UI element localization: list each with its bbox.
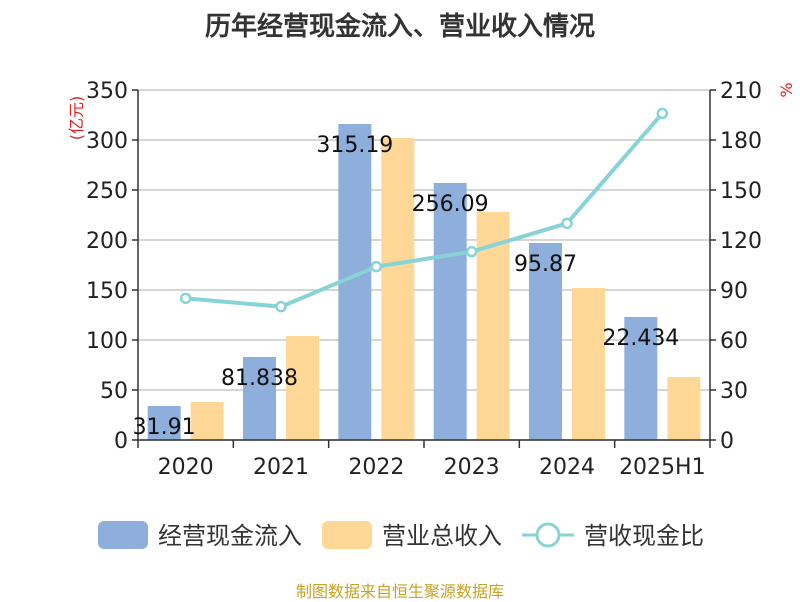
bars (147, 124, 701, 440)
data-label: 256.09 (412, 192, 489, 217)
right-tick-label: 0 (720, 429, 734, 454)
category-label: 2020 (158, 455, 214, 480)
legend: 经营现金流入 营业总收入 营收现金比 (98, 521, 704, 550)
ratio-point (275, 300, 287, 313)
legend-swatch-ratio-marker (535, 522, 561, 548)
bar-revenue (286, 336, 319, 440)
right-tick-label: 120 (720, 229, 762, 254)
left-tick-label: 350 (86, 79, 128, 104)
ratio-point (179, 292, 192, 305)
left-tick-label: 250 (86, 179, 128, 204)
bar-revenue (667, 377, 701, 440)
right-tick-label: 180 (720, 129, 762, 154)
bar-cash-inflow (529, 243, 562, 440)
data-label: 31.91 (133, 415, 196, 440)
bar-cash-inflow (433, 183, 467, 440)
right-tick-label: 150 (720, 179, 762, 204)
left-tick-label: 100 (86, 329, 128, 354)
bar-revenue (190, 402, 224, 440)
chart-title: 历年经营现金流入、营业收入情况 (204, 12, 595, 42)
ratio-point (370, 260, 383, 273)
category-label: 2024 (539, 455, 595, 480)
left-tick-label: 200 (86, 229, 128, 254)
ratio-point (656, 107, 669, 120)
legend-swatch-cash-inflow (98, 521, 148, 549)
ratio-line-path (185, 112, 664, 309)
left-tick-label: 150 (86, 279, 128, 304)
right-tick-label: 90 (720, 279, 748, 304)
right-axis-unit: % (777, 82, 796, 97)
legend-label: 营业总收入 (382, 522, 502, 550)
ratio-point (465, 245, 478, 258)
left-tick-label: 50 (100, 379, 128, 404)
ratio-line (179, 107, 669, 313)
right-tick-label: 60 (720, 329, 748, 354)
bar-cash-inflow (243, 357, 276, 440)
left-axis-unit: (亿元) (67, 96, 86, 141)
legend-label: 经营现金流入 (158, 522, 302, 550)
category-label: 2025H1 (619, 455, 706, 480)
data-labels: 31.91 81.838 315.19 256.09 95.87 22.434 (133, 133, 680, 440)
bar-revenue (572, 288, 605, 440)
category-label: 2023 (444, 455, 500, 480)
data-label: 81.838 (221, 366, 298, 391)
ratio-point (561, 217, 573, 230)
data-label: 22.434 (602, 326, 679, 351)
axes: 0 50 100 150 200 250 300 350 0 30 60 90 120 150 180 210… (86, 79, 762, 480)
left-tick-label: 0 (114, 429, 128, 454)
data-label: 95.87 (514, 252, 577, 277)
data-label: 315.19 (316, 133, 393, 158)
legend-swatch-revenue (322, 521, 372, 549)
bar-cash-inflow (147, 406, 181, 440)
left-tick-label: 300 (86, 129, 128, 154)
right-tick-label: 210 (720, 79, 762, 104)
bar-cash-inflow (624, 317, 658, 440)
right-tick-label: 30 (720, 379, 748, 404)
bar-revenue (381, 138, 415, 440)
legend-label: 营收现金比 (584, 522, 704, 550)
category-label: 2021 (253, 455, 309, 480)
source-note: 制图数据来自恒生聚源数据库 (295, 582, 504, 601)
category-label: 2022 (348, 455, 404, 480)
